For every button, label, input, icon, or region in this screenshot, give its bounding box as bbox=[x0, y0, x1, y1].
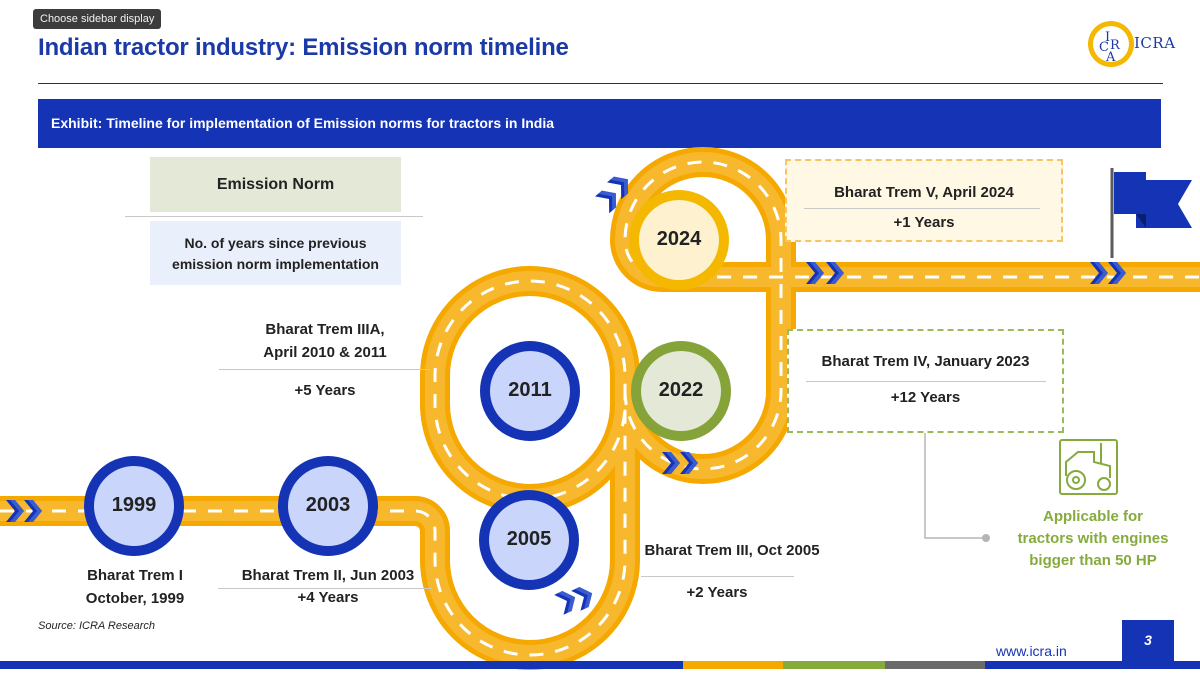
norm-1999: Bharat Trem I October, 1999 bbox=[60, 564, 210, 610]
legend-years-line2: emission norm implementation bbox=[172, 256, 379, 272]
node-2022 bbox=[631, 341, 731, 441]
legend-emission-norm: Emission Norm bbox=[150, 157, 401, 212]
legend-years-line1: No. of years since previous bbox=[184, 235, 367, 251]
norm-2024: Bharat Trem V, April 2024 bbox=[834, 184, 1014, 201]
year-label-2005: 2005 bbox=[506, 528, 552, 550]
legend-years-since: No. of years since previous emission nor… bbox=[150, 221, 401, 285]
norm-2003: Bharat Trem II, Jun 2003 bbox=[241, 567, 415, 584]
applicability-line3: bigger than 50 HP bbox=[1029, 552, 1157, 569]
footer-bar-blue-end bbox=[985, 661, 1200, 669]
node-2024 bbox=[629, 190, 729, 290]
norm-2024-box: Bharat Trem V, April 2024 +1 Years bbox=[785, 159, 1063, 242]
norm-2022-divider bbox=[806, 381, 1046, 382]
website-link[interactable]: www.icra.in bbox=[996, 643, 1067, 659]
norm-2011: Bharat Trem IIIA, April 2010 & 2011 bbox=[225, 318, 425, 364]
icra-logo-icon: I C R A bbox=[1088, 21, 1134, 67]
applicability-note: Applicable for tractors with engines big… bbox=[1003, 506, 1183, 572]
svg-text:C: C bbox=[1099, 40, 1109, 55]
year-label-2024: 2024 bbox=[656, 228, 702, 250]
footer-bar-gray bbox=[885, 661, 985, 669]
svg-text:R: R bbox=[1110, 38, 1121, 53]
footer-bar-blue bbox=[0, 661, 683, 669]
exhibit-title: Exhibit: Timeline for implementation of … bbox=[38, 99, 1161, 148]
norm-2011-line2: April 2010 & 2011 bbox=[263, 344, 387, 361]
norm-1999-line1: Bharat Trem I bbox=[87, 567, 183, 584]
source-note: Source: ICRA Research bbox=[38, 620, 155, 632]
tractor-icon bbox=[1059, 439, 1118, 495]
page-number: 3 bbox=[1122, 620, 1174, 668]
norm-2005: Bharat Trem III, Oct 2005 bbox=[644, 542, 820, 559]
years-2003: +4 Years bbox=[297, 589, 359, 606]
applicability-line2: tractors with engines bbox=[1017, 530, 1169, 547]
norm-2011-line1: Bharat Trem IIIA, bbox=[265, 321, 385, 338]
year-label-2022: 2022 bbox=[658, 379, 704, 401]
norm-2011-divider bbox=[219, 369, 430, 370]
node-1999 bbox=[84, 456, 184, 556]
node-2011 bbox=[480, 341, 580, 441]
svg-text:A: A bbox=[1105, 50, 1116, 65]
footer-bar-orange bbox=[683, 661, 783, 669]
norm-2024-divider bbox=[804, 208, 1040, 209]
year-label-1999: 1999 bbox=[111, 494, 157, 516]
node-2003 bbox=[278, 456, 378, 556]
norm-2003-divider bbox=[218, 588, 432, 589]
applicability-line1: Applicable for bbox=[1042, 508, 1143, 525]
footer-bar-green bbox=[783, 661, 885, 669]
title-divider bbox=[38, 83, 1163, 84]
choose-sidebar-display-button[interactable]: Choose sidebar display bbox=[33, 9, 162, 29]
flag-icon bbox=[1110, 168, 1192, 258]
norm-2005-divider bbox=[641, 576, 794, 577]
logo-text: ICRA bbox=[1134, 34, 1176, 52]
years-2024: +1 Years bbox=[893, 214, 955, 231]
svg-text:I: I bbox=[1105, 30, 1110, 45]
norm-2022: Bharat Trem IV, January 2023 bbox=[821, 353, 1030, 370]
norm-1999-line2: October, 1999 bbox=[85, 590, 185, 607]
page-title: Indian tractor industry: Emission norm t… bbox=[38, 34, 569, 61]
years-2011: +5 Years bbox=[294, 382, 356, 399]
year-label-2011: 2011 bbox=[508, 379, 552, 401]
years-2005: +2 Years bbox=[686, 584, 748, 601]
year-label-2003: 2003 bbox=[305, 494, 351, 516]
years-2022: +12 Years bbox=[890, 389, 961, 406]
norm-2022-box: Bharat Trem IV, January 2023 +12 Years bbox=[787, 329, 1064, 433]
legend-divider bbox=[125, 216, 423, 217]
node-2005 bbox=[479, 490, 579, 590]
